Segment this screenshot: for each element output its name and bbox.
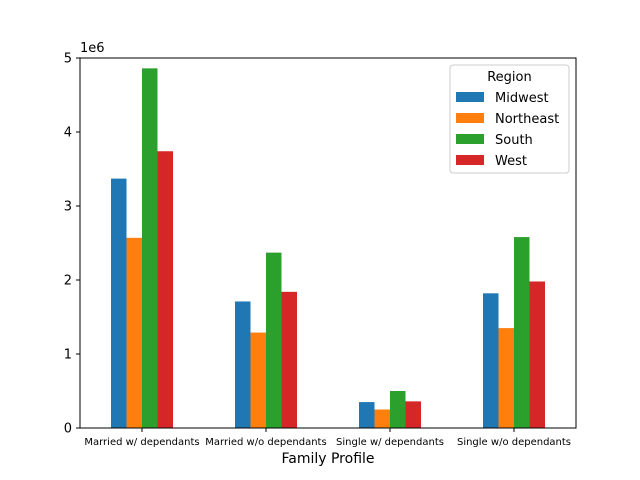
plot-frame	[79, 57, 577, 429]
legend-swatch-south	[456, 134, 484, 144]
bar-northeast-3	[498, 328, 514, 428]
legend: Region Midwest Northeast South West	[449, 64, 570, 174]
y-axis-ticks: 0 1 2 3 4 5	[64, 52, 80, 437]
bar-northeast-1	[250, 332, 266, 428]
bars-group	[111, 68, 545, 429]
bar-northeast-0	[126, 237, 142, 428]
x-tick-label: Single w/o dependants	[457, 437, 571, 448]
x-axis-label: Family Profile	[281, 451, 374, 467]
bar-midwest-0	[111, 178, 127, 428]
legend-swatch-northeast	[456, 113, 484, 123]
x-tick-label: Married w/o dependants	[205, 437, 326, 448]
legend-label-west: West	[495, 154, 527, 169]
legend-label-south: South	[495, 133, 533, 148]
y-axis-offset-text: 1e6	[80, 41, 105, 56]
legend-title: Region	[487, 70, 532, 85]
legend-label-midwest: Midwest	[495, 91, 549, 106]
bar-south-0	[142, 68, 158, 429]
y-tick-label: 1	[64, 348, 72, 363]
x-tick-label: Married w/ dependants	[84, 437, 199, 448]
bar-midwest-3	[483, 293, 499, 428]
x-tick-label: Single w/ dependants	[336, 437, 444, 448]
legend-swatch-west	[456, 155, 484, 165]
bar-south-3	[514, 237, 530, 428]
bar-west-2	[405, 401, 421, 428]
bar-midwest-1	[235, 301, 251, 428]
bar-northeast-2	[374, 409, 390, 428]
legend-label-northeast: Northeast	[495, 112, 559, 127]
bar-west-3	[529, 281, 545, 428]
y-tick-label: 0	[64, 422, 72, 437]
y-tick-label: 3	[64, 200, 72, 215]
bar-south-2	[390, 391, 406, 428]
bar-midwest-2	[359, 402, 375, 428]
y-tick-label: 5	[64, 52, 72, 67]
bar-west-0	[157, 151, 173, 429]
y-tick-label: 2	[64, 274, 72, 289]
bar-south-1	[266, 252, 282, 428]
y-tick-label: 4	[64, 126, 72, 141]
x-axis-ticks: Married w/ dependants Married w/o dependa…	[84, 428, 571, 448]
bar-west-1	[281, 291, 297, 428]
legend-swatch-midwest	[456, 92, 484, 102]
